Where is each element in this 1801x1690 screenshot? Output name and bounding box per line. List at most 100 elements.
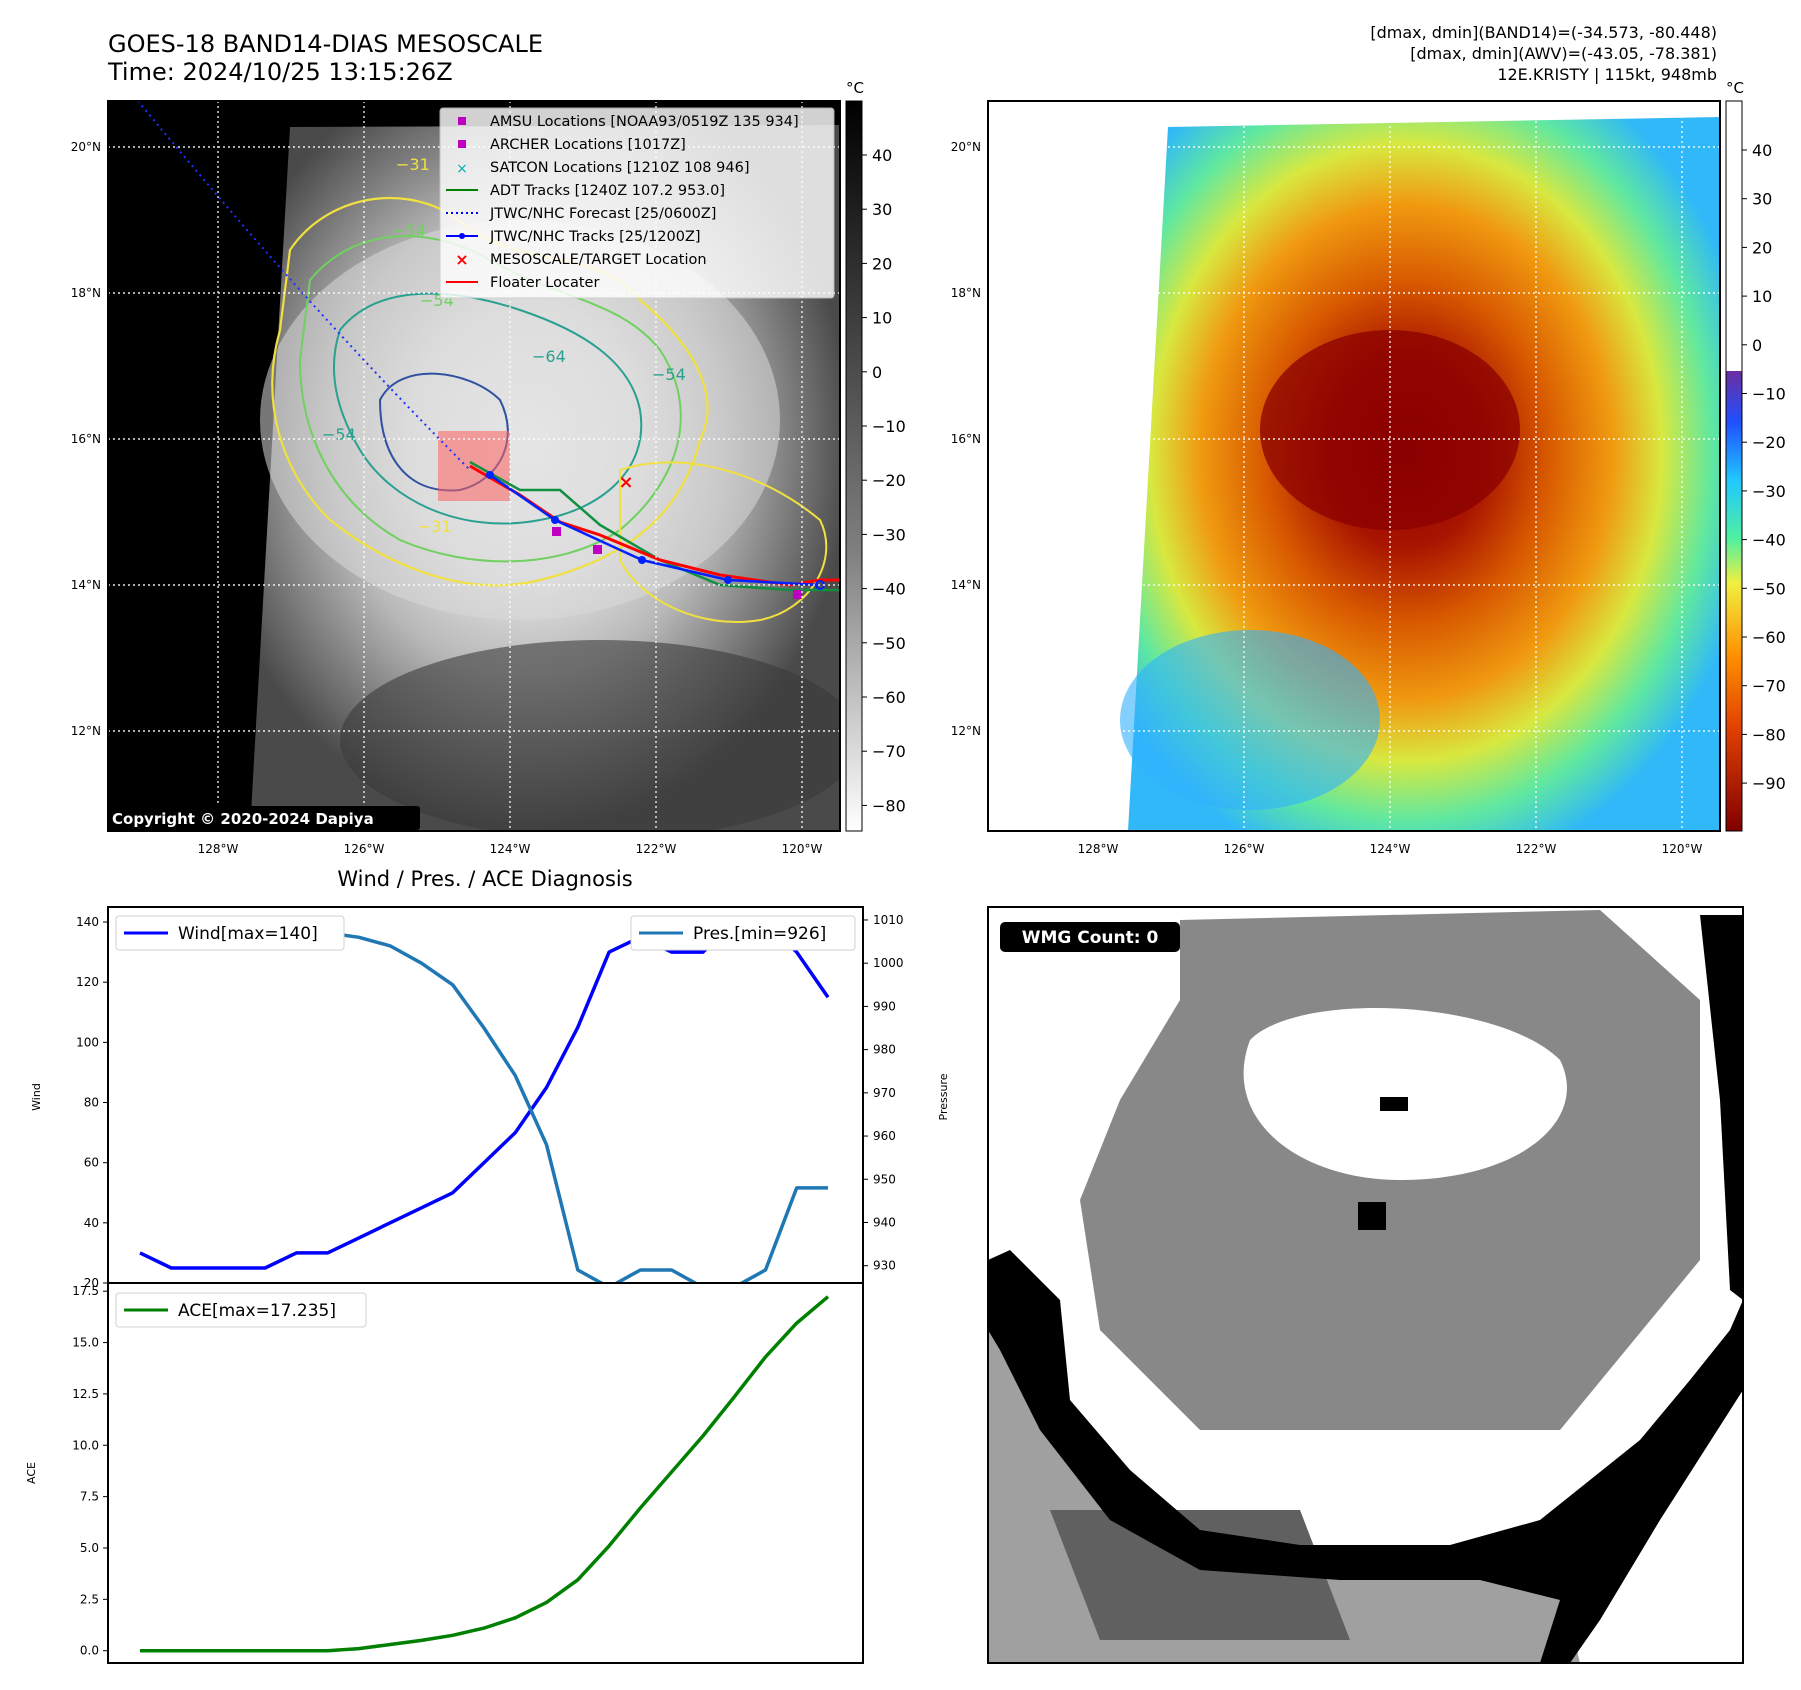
awv-colorbar-tick-label: −50 <box>1752 579 1786 598</box>
wind-axis-label: Wind <box>30 1083 43 1111</box>
legend-amsu-swatch <box>458 117 466 125</box>
pressure-axis-tick-label: 980 <box>873 1043 896 1057</box>
awv-colorbar-tick-label: −30 <box>1752 482 1786 501</box>
legend-forecast-label: JTWC/NHC Forecast [25/0600Z] <box>489 206 716 222</box>
ace-axis-tick-label: 15.0 <box>72 1336 99 1350</box>
archer-marker <box>793 590 802 599</box>
legend-wind-label: Wind[max=140] <box>178 924 318 944</box>
ir-colorbar-tick-label: 10 <box>872 309 892 328</box>
awv-colorbar-gradient <box>1725 100 1743 832</box>
ir-colorbar-unit: °C <box>846 79 864 97</box>
figure-time: Time: 2024/10/25 13:15:26Z <box>107 58 453 86</box>
wmg-panel: WMG Count: 0 <box>987 906 1744 1664</box>
wmg-black-pixel <box>1358 1202 1386 1230</box>
ace-axis-tick-label: 7.5 <box>80 1490 99 1504</box>
legend-archer-label: ARCHER Locations [1017Z] <box>490 137 686 153</box>
map-axis-labels: 20°N 18°N 16°N 14°N 12°N 128°W 126°W 124… <box>71 140 1703 856</box>
pressure-axis-tick-label: 950 <box>873 1172 896 1186</box>
awv-colorbar-tick-label: −70 <box>1752 677 1786 696</box>
ir-colorbar-tick-label: −60 <box>872 688 906 707</box>
floater-locater-box <box>438 431 510 501</box>
legend-ace-label: ACE[max=17.235] <box>178 1301 336 1321</box>
ir-colorbar-tick-label: 40 <box>872 146 892 165</box>
ir-contour-label: −54 <box>392 221 426 240</box>
awv-lon-label: 124°W <box>1370 842 1411 856</box>
stats-storm: 12E.KRISTY | 115kt, 948mb <box>1497 65 1717 84</box>
awv-colorbar-tick-label: 0 <box>1752 336 1762 355</box>
pressure-axis-tick-label: 1000 <box>873 956 904 970</box>
stats-awv: [dmax, dmin](AWV)=(-43.05, -78.381) <box>1410 44 1717 63</box>
ir-lat-label: 18°N <box>71 286 101 300</box>
legend-satcon-swatch: × <box>456 161 468 177</box>
pressure-axis-tick-label: 960 <box>873 1129 896 1143</box>
pressure-axis-label: Pressure <box>937 1073 950 1120</box>
ir-colorbar-tick-label: 0 <box>872 363 882 382</box>
awv-colorbar: °C 40 30 20 10 0 −10 −20 −30 −40 −50 −60 −70 −80 −90 <box>1725 79 1786 832</box>
legend-satcon-label: SATCON Locations [1210Z 108 946] <box>490 160 749 176</box>
awv-map-panel <box>987 100 1721 832</box>
awv-lat-label: 20°N <box>951 140 981 154</box>
ace-chart: ACE 17.5 15.0 12.5 10.0 7.5 5.0 2.5 0.0 ACE[max… <box>25 1282 864 1664</box>
ir-contour-label: −54 <box>322 425 356 444</box>
ir-contour-label: −31 <box>418 517 452 536</box>
ir-clear-region <box>340 640 840 831</box>
legend-pressure-label: Pres.[min=926] <box>693 924 826 944</box>
ir-lat-label: 16°N <box>71 432 101 446</box>
ir-lon-label: 122°W <box>636 842 677 856</box>
ir-lon-label: 126°W <box>344 842 385 856</box>
amsu-marker <box>593 545 602 554</box>
awv-lat-label: 16°N <box>951 432 981 446</box>
awv-lon-label: 126°W <box>1224 842 1265 856</box>
wmg-black-edge <box>1700 915 1743 1300</box>
awv-colorbar-tick-label: −10 <box>1752 385 1786 404</box>
pressure-axis-tick-label: 990 <box>873 999 896 1013</box>
pressure-axis-tick-label: 1010 <box>873 913 904 927</box>
ir-contour-label: −54 <box>652 365 686 384</box>
wmg-count-label: WMG Count: 0 <box>1022 928 1159 948</box>
ir-map-frame <box>107 100 841 832</box>
awv-colorbar-tick-label: 40 <box>1752 141 1772 160</box>
ace-axis-label: ACE <box>25 1462 38 1484</box>
wind-axis-tick-label: 40 <box>84 1216 99 1230</box>
awv-colorbar-tick-label: −60 <box>1752 628 1786 647</box>
ace-axis-tick-label: 0.0 <box>80 1644 99 1658</box>
ace-axis-tick-label: 10.0 <box>72 1438 99 1452</box>
legend-track-label: JTWC/NHC Tracks [25/1200Z] <box>489 229 701 245</box>
ir-lon-label: 120°W <box>782 842 823 856</box>
ir-central-dense-overcast <box>260 220 780 620</box>
diagnosis-title: Wind / Pres. / ACE Diagnosis <box>337 867 632 891</box>
awv-colorbar-tick-label: −20 <box>1752 433 1786 452</box>
ir-contour-label: −31 <box>396 155 430 174</box>
wind-axis-tick-label: 20 <box>84 1276 99 1290</box>
awv-lon-label: 128°W <box>1078 842 1119 856</box>
pressure-axis-tick-label: 970 <box>873 1086 896 1100</box>
awv-lon-label: 120°W <box>1662 842 1703 856</box>
wind-axis-tick-label: 60 <box>84 1156 99 1170</box>
copyright-badge <box>108 806 420 830</box>
ir-lon-label: 124°W <box>490 842 531 856</box>
mesoscale-target-marker: × <box>618 472 633 493</box>
amsu-marker <box>552 527 561 536</box>
ir-colorbar-tick-label: −40 <box>872 580 906 599</box>
legend-floater-label: Floater Locater <box>490 275 599 291</box>
wind-pressure-chart: Wind Pressure 140 120 100 80 60 40 20 1010 1000… <box>30 906 950 1290</box>
awv-lon-label: 122°W <box>1516 842 1557 856</box>
ir-lon-label: 128°W <box>198 842 239 856</box>
ace-axis-tick-label: 2.5 <box>80 1592 99 1606</box>
ir-lat-label: 12°N <box>71 724 101 738</box>
awv-colorbar-tick-label: 10 <box>1752 287 1772 306</box>
ir-colorbar-tick-label: 20 <box>872 254 892 273</box>
ir-legend: AMSU Locations [NOAA93/0519Z 135 934] AR… <box>439 107 835 299</box>
jtwc-forecast-line <box>137 101 471 471</box>
jtwc-track-point <box>724 576 732 584</box>
legend-amsu-label: AMSU Locations [NOAA93/0519Z 135 934] <box>490 114 799 130</box>
awv-gridlines <box>988 101 1720 831</box>
jtwc-track-point <box>638 556 646 564</box>
awv-lat-label: 18°N <box>951 286 981 300</box>
wind-axis-tick-label: 140 <box>76 915 99 929</box>
stats-band14: [dmax, dmin](BAND14)=(-34.573, -80.448) <box>1370 23 1717 42</box>
wind-axis-tick-label: 100 <box>76 1035 99 1049</box>
ace-axis-tick-label: 5.0 <box>80 1541 99 1555</box>
wmg-eye-region <box>1243 1007 1567 1180</box>
